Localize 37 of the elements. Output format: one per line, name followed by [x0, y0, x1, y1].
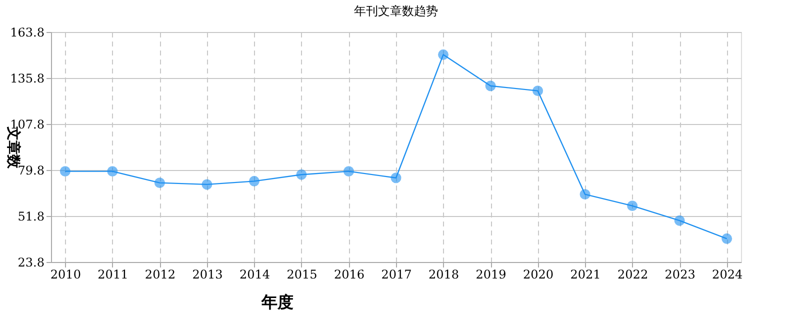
x-tick-label: 2018 [428, 268, 460, 282]
x-tick-label: 2019 [476, 268, 506, 282]
point [390, 172, 402, 184]
point [722, 233, 732, 244]
y-tick-label: 23.8 [18, 256, 44, 270]
x-tick-label: 2010 [50, 268, 81, 282]
x-tick-label: 2020 [523, 268, 554, 282]
point [60, 166, 70, 177]
x-tick-label: 2022 [618, 268, 648, 282]
x-axis-title: 年度 [260, 292, 294, 312]
point [154, 178, 165, 188]
point [107, 166, 118, 177]
x-tick-label: 2017 [381, 268, 412, 282]
point [627, 200, 638, 212]
point [248, 176, 260, 186]
point [580, 189, 590, 200]
x-tick-label: 2011 [98, 268, 128, 282]
x-tick-label: 2023 [664, 268, 696, 282]
point [532, 86, 544, 96]
x-tick-label: 2014 [239, 268, 270, 282]
x-tick-label: 2013 [192, 268, 223, 282]
point [438, 49, 449, 60]
y-tick-label: 79.8 [18, 164, 44, 178]
x-tick-label: 2012 [144, 268, 176, 282]
y-tick-label: 163.8 [10, 26, 44, 40]
x-tick-label: 2015 [286, 268, 318, 282]
point [343, 166, 354, 177]
point [485, 80, 496, 92]
x-tick-label: 2024 [712, 268, 743, 282]
point [202, 179, 212, 190]
y-tick-label: 51.8 [18, 210, 44, 224]
y-tick-label: 135.8 [10, 72, 44, 86]
x-tick-label: 2016 [334, 268, 365, 282]
chart-title: 年刊文章数趋势 [354, 4, 438, 18]
point [674, 215, 685, 226]
point [296, 169, 307, 180]
x-tick-label: 2021 [570, 268, 601, 282]
